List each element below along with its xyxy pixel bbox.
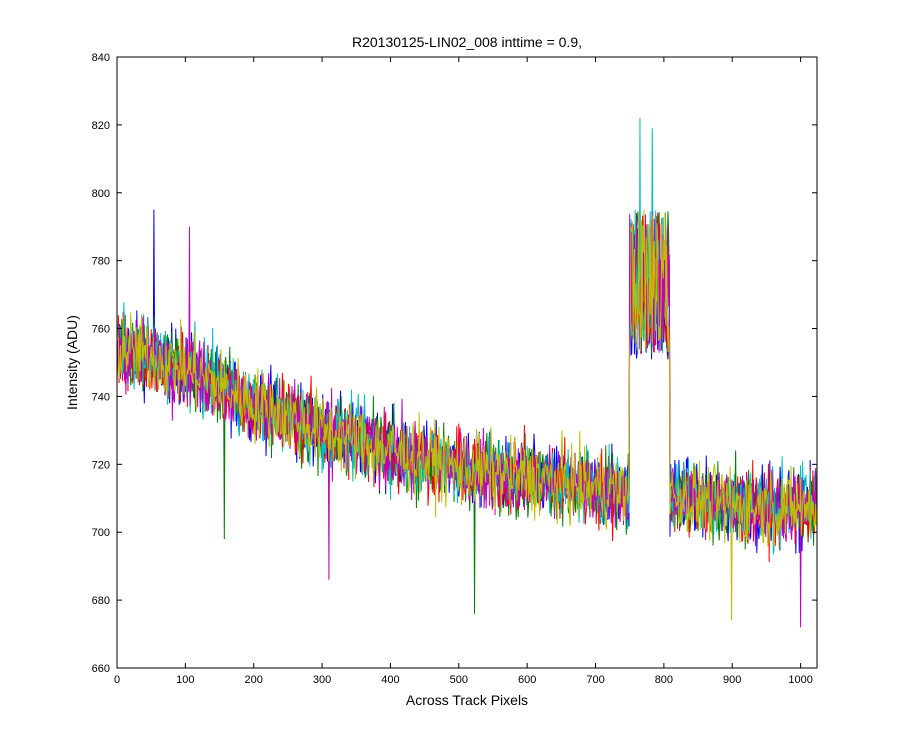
y-tick-label: 840 — [92, 52, 110, 64]
axis-ticks: 0 100 200 300 400 500 600 700 800 900 1000 660 680 70… — [92, 52, 817, 686]
y-tick-label: 800 — [92, 188, 110, 200]
chart-title: R20130125-LIN02_008 inttime = 0.9, — [352, 34, 582, 50]
x-tick-label: 100 — [176, 674, 194, 686]
y-tick-label: 780 — [92, 256, 110, 268]
y-tick-label: 820 — [92, 120, 110, 132]
x-tick-label: 800 — [655, 674, 673, 686]
y-axis-label: Intensity (ADU) — [64, 315, 80, 410]
x-tick-label: 300 — [313, 674, 331, 686]
y-tick-label: 680 — [92, 595, 110, 607]
series-line-6 — [117, 210, 817, 621]
x-tick-label: 900 — [723, 674, 741, 686]
plot-frame — [116, 56, 818, 669]
x-tick-label: 1000 — [788, 674, 812, 686]
series-line-5 — [117, 211, 817, 628]
x-axis-label: Across Track Pixels — [406, 692, 528, 708]
x-tick-label: 400 — [381, 674, 399, 686]
x-tick-label: 0 — [114, 674, 120, 686]
x-tick-label: 600 — [518, 674, 536, 686]
x-tick-label: 700 — [586, 674, 604, 686]
y-tick-label: 740 — [92, 391, 110, 403]
y-tick-label: 660 — [92, 663, 110, 675]
y-tick-label: 760 — [92, 324, 110, 336]
y-tick-label: 700 — [92, 527, 110, 539]
x-tick-label: 500 — [450, 674, 468, 686]
y-tick-label: 720 — [92, 459, 110, 471]
x-tick-label: 200 — [245, 674, 263, 686]
